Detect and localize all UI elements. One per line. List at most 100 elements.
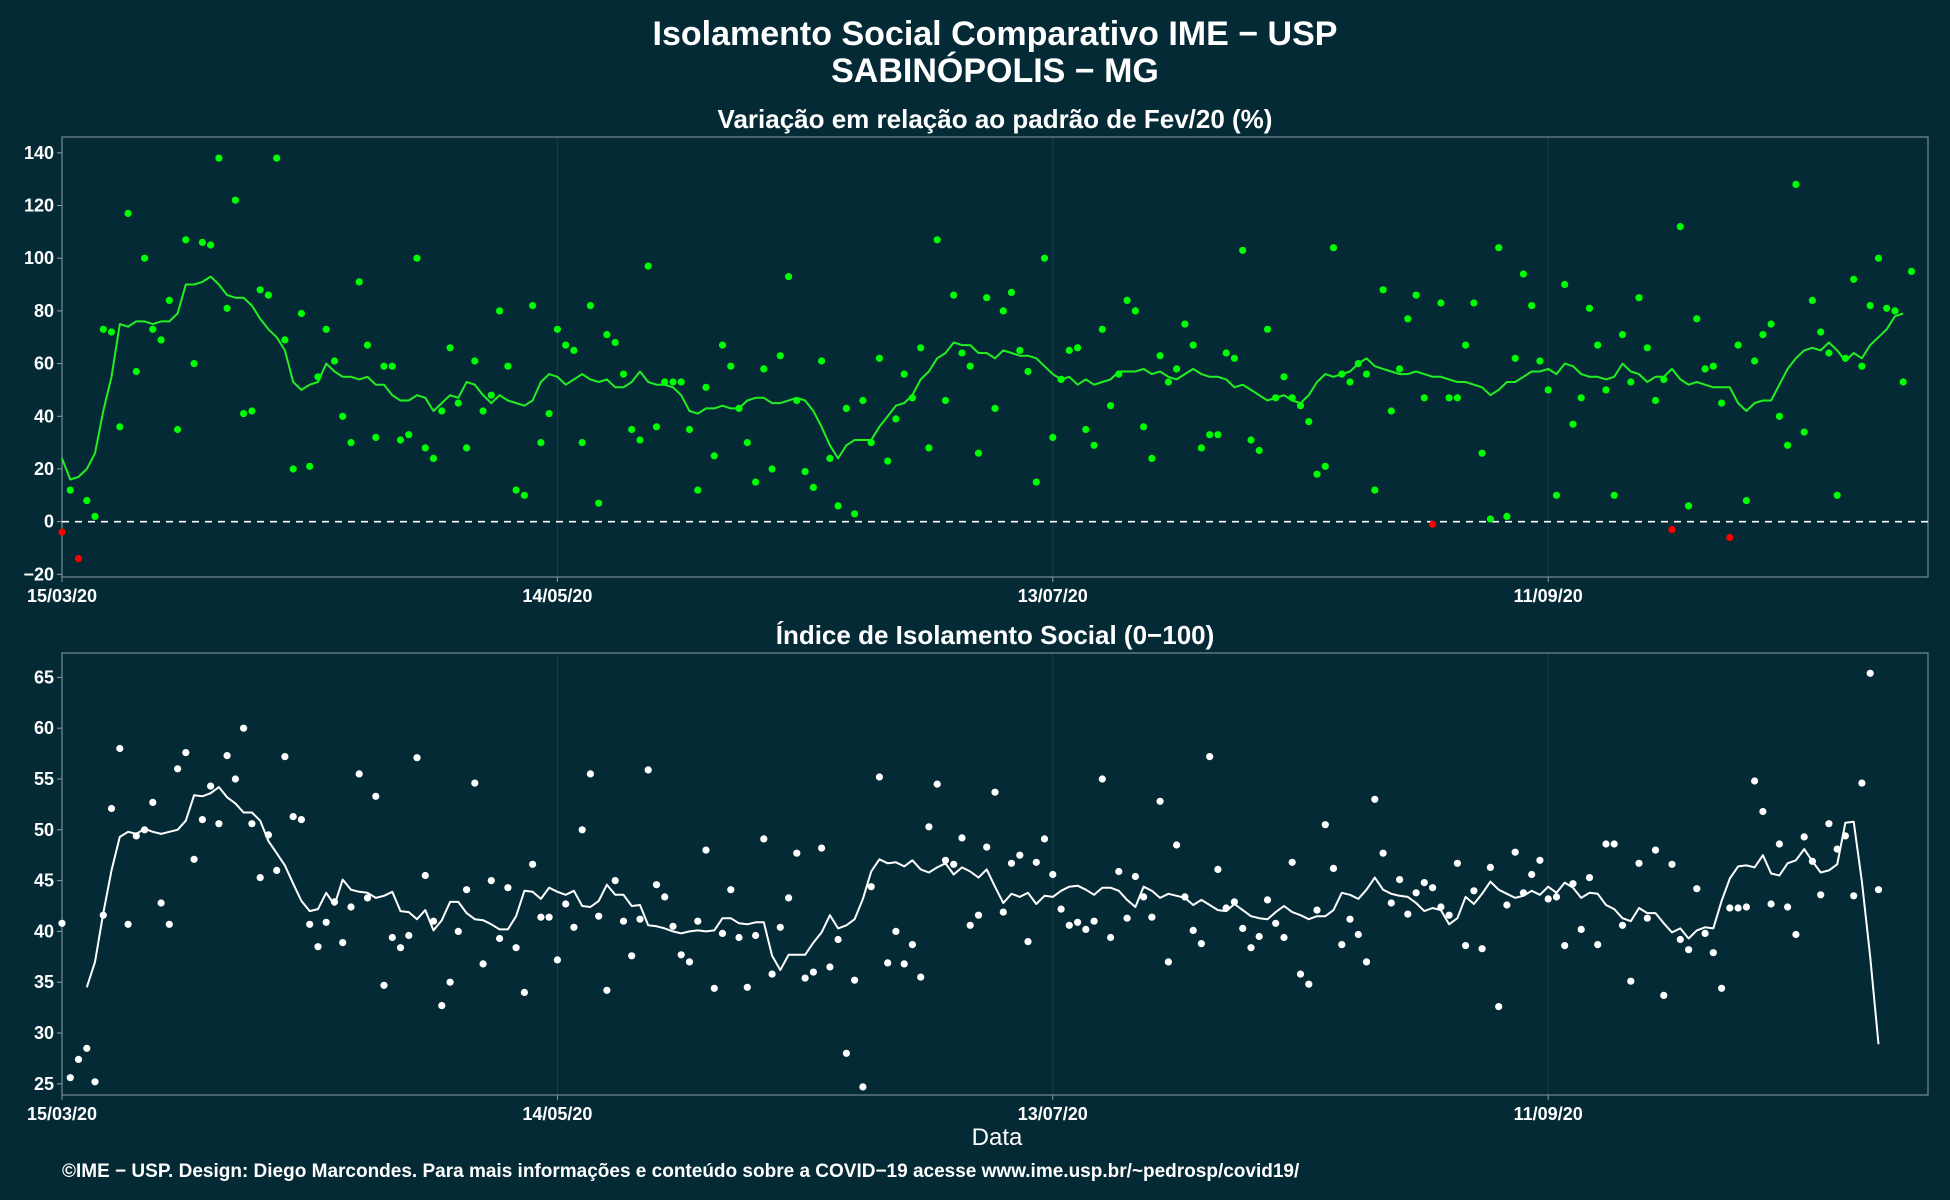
data-point [1156,797,1164,805]
y-tick-label: 35 [34,972,54,992]
data-point [248,407,256,415]
data-point [974,911,983,919]
data-point [677,951,685,959]
data-point [1420,394,1428,402]
data-point [1230,898,1238,906]
data-point [661,893,669,901]
data-point [405,931,413,940]
y-tick-label: 20 [34,459,54,479]
data-point [801,468,809,476]
data-point [545,410,553,418]
data-point [520,988,529,997]
data-point [1734,904,1742,912]
data-point [1519,889,1527,897]
data-point [1387,407,1395,415]
y-tick-label: 40 [34,921,54,941]
data-point [504,362,512,370]
data-point [429,454,438,462]
data-point [454,399,462,407]
data-point [727,886,735,894]
y-tick-label: 140 [24,143,54,163]
data-point [1552,893,1561,901]
data-point [958,834,966,842]
data-point [1305,980,1313,988]
data-point [264,291,272,299]
data-point [586,302,595,310]
data-point [1850,892,1858,900]
y-tick-label: 65 [34,667,54,687]
data-point [1206,753,1214,761]
data-point [438,1002,446,1010]
data-point [1140,423,1148,431]
data-point [875,354,884,362]
isolation-index-panel: 25 30 35 40 45 50 55 60 65 15/03/20 14/05/20 13/07/… [27,652,1929,1124]
data-point [1742,903,1750,911]
data-point [586,770,595,778]
data-point [1148,454,1156,462]
data-point [1726,904,1734,912]
data-point [1775,412,1783,420]
data-point [1701,365,1709,373]
data-point [471,357,479,365]
data-point [446,978,454,986]
x-tick-label: 15/03/20 [27,586,97,606]
data-point [1544,895,1552,903]
data-point [1214,865,1222,874]
data-point [487,877,495,885]
data-point [1131,307,1139,315]
data-point [1808,857,1816,865]
data-point [66,486,74,494]
data-point [1817,891,1825,899]
data-point [1412,889,1420,897]
data-point [1098,325,1106,333]
data-point [231,775,239,783]
plot-frame [61,136,1929,578]
data-point [363,894,372,902]
data-point [74,555,83,563]
data-point [743,439,751,447]
y-tick-label: 45 [34,871,54,891]
data-point [1891,307,1899,315]
x-tick-label: 15/03/20 [27,1104,97,1124]
data-point [380,362,388,370]
data-point [933,780,941,788]
data-point [1635,294,1643,302]
data-point [446,344,454,352]
data-point [91,1078,99,1086]
data-point [396,436,405,444]
data-point [644,262,652,270]
data-point [636,915,644,923]
data-point [1841,354,1849,362]
data-point [1387,899,1395,907]
data-point [966,362,974,370]
data-point [1833,845,1841,853]
variation-panel: −20 0 20 40 60 80 100 120 140 15/03/20 14/05/20 13/… [23,136,1929,606]
data-point [1230,354,1238,362]
data-point [1181,893,1189,901]
data-point [1462,341,1470,349]
data-point [1222,349,1230,357]
data-point [851,976,859,984]
data-point [1288,394,1296,402]
data-point [1057,905,1065,913]
data-point [372,433,380,441]
data-point [363,341,372,349]
data-point [1503,901,1511,909]
data-point [718,929,727,938]
data-point [215,154,223,162]
data-point [231,196,239,204]
data-point [1486,515,1494,523]
data-point [182,236,190,244]
data-point [1338,941,1346,949]
data-point [1742,497,1750,505]
data-point [116,423,124,431]
data-point [611,877,619,885]
data-point [1792,930,1800,939]
data-point [595,499,603,507]
data-point [1577,394,1585,402]
data-point [322,918,330,926]
data-point [702,383,710,391]
data-point [619,370,628,378]
data-point [355,770,363,778]
data-point [859,396,867,405]
